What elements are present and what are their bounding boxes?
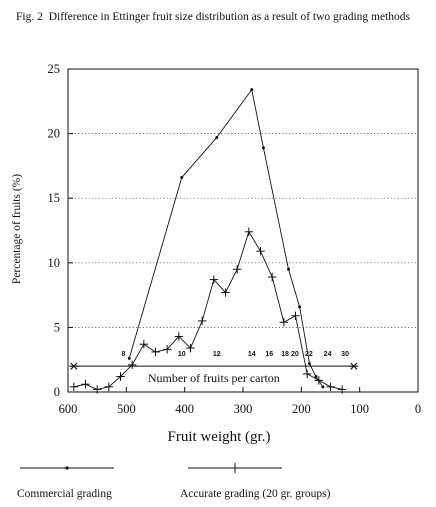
data-point-accurate [127,360,137,370]
carton-start-asterisk [69,362,79,370]
data-point-accurate [291,311,300,320]
axis-ticks: 0 5 10 15 20 25 600 500 400 300 200 100 0 [48,62,422,416]
data-point-accurate [337,385,347,394]
data-point-accurate [232,265,242,274]
figure-number: Fig. 2 [16,11,43,23]
data-point-accurate [267,272,277,282]
data-point-accurate [244,227,254,236]
data-point-accurate [139,339,149,349]
data-point-accurate [174,332,184,341]
data-point-accurate [279,318,289,327]
carton-end-asterisk [349,362,359,370]
series-line-accurate [73,231,343,390]
data-point-commercial [261,146,265,150]
data-point-accurate [151,347,160,357]
data-point-accurate [69,382,79,392]
data-point-accurate [302,369,312,379]
asterisk-stroke [70,362,78,370]
x-tick-label: 600 [59,402,78,416]
x-tick-label: 100 [350,402,369,416]
carton-count-label: 16 [265,351,273,358]
legend-label-commercial: Commercial grading [17,488,112,500]
carton-count-label: 22 [305,351,313,358]
data-point-commercial [314,374,318,378]
data-point-accurate [186,343,195,353]
data-point-commercial [250,88,254,92]
data-point-commercial [287,267,290,271]
data-point-accurate [221,288,230,297]
legend-plus-marker [230,463,240,473]
y-tick-label: 0 [54,385,60,399]
data-point-commercial [321,385,325,389]
data-point-commercial [215,135,219,139]
data-point-commercial [127,356,131,360]
legend-label-accurate: Accurate grading (20 gr. groups) [180,488,331,500]
x-tick-label: 300 [234,402,253,416]
series-layer [69,88,347,394]
data-point-accurate [116,372,125,381]
y-tick-label: 5 [54,320,60,334]
gridlines [68,133,418,328]
x-tick-label: 500 [117,402,136,416]
data-point-accurate [162,345,172,354]
carton-count-label: 10 [178,351,186,358]
carton-count-label: 14 [248,351,256,358]
y-axis-title: Percentage of fruits (%) [11,174,23,284]
carton-count-label: 30 [341,351,349,358]
carton-count-label: 12 [213,351,221,358]
asterisk-stroke [350,362,358,370]
data-point-accurate [209,275,219,284]
x-tick-label: 400 [175,402,194,416]
data-point-accurate [92,385,102,394]
carton-annotation-label: Number of fruits per carton [148,371,280,385]
data-point-accurate [104,382,114,392]
carton-count-label: 24 [324,351,332,358]
figure-caption-text: Difference in Ettinger fruit size distri… [48,11,411,23]
data-point-accurate [81,380,90,389]
legend-dot-marker [65,466,69,470]
figure-caption: Fig. 2 Difference in Ettinger fruit size… [16,10,416,24]
carton-count-label: 20 [291,351,299,358]
carton-annotation: Number of fruits per carton 8 10 12 14 16 18 2… [69,351,359,385]
y-tick-label: 25 [48,62,61,76]
data-point-accurate [326,382,335,392]
legend-plus-shape [230,463,240,473]
y-tick-label: 20 [48,127,61,141]
x-tick-label: 0 [415,402,421,416]
y-tick-label: 15 [48,191,61,205]
data-point-accurate [314,376,324,385]
data-point-accurate [256,246,265,256]
data-point-commercial [298,305,302,309]
y-tick-label: 10 [48,256,61,270]
legend: Commercial grading Accurate grading (20 … [17,463,331,500]
carton-count-label: 8 [121,351,125,358]
carton-count-label: 18 [281,351,289,358]
data-point-commercial [308,362,311,366]
x-axis-title: Fruit weight (gr.) [168,429,271,445]
x-tick-label: 200 [292,402,311,416]
data-point-accurate [197,316,207,326]
plot-frame [67,68,419,393]
series-line-commercial [128,89,324,388]
data-point-commercial [180,176,184,180]
